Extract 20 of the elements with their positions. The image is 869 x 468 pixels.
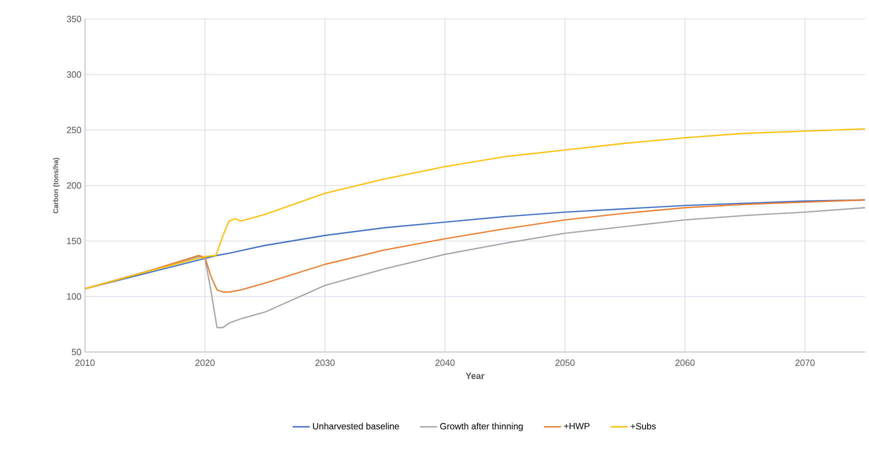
x-tick-label: 2060 xyxy=(675,360,695,366)
x-axis-title: Year xyxy=(466,372,484,380)
y-tick-label: 200 xyxy=(66,182,82,189)
x-tick-label: 2070 xyxy=(795,360,815,366)
y-tick-label: 100 xyxy=(67,293,82,300)
x-tick-label: 2050 xyxy=(555,360,575,366)
x-tick-label: 2040 xyxy=(435,360,455,366)
legend-label: Unharvested baseline xyxy=(313,422,399,430)
y-tick-label: 300 xyxy=(66,71,82,78)
x-tick-label: 2020 xyxy=(195,360,215,366)
legend-label: Growth after thinning xyxy=(440,422,523,432)
y-tick-label: 250 xyxy=(66,126,82,134)
x-tick-label: 2030 xyxy=(315,360,335,366)
y-tick-label: 150 xyxy=(67,238,82,244)
line-series xyxy=(85,128,866,290)
x-tick-label: 2010 xyxy=(75,360,95,366)
legend-label: +HWP xyxy=(564,422,590,430)
y-tick-label: 350 xyxy=(66,16,82,22)
y-tick-label: 50 xyxy=(72,348,82,356)
legend-label: +Subs xyxy=(630,422,656,430)
